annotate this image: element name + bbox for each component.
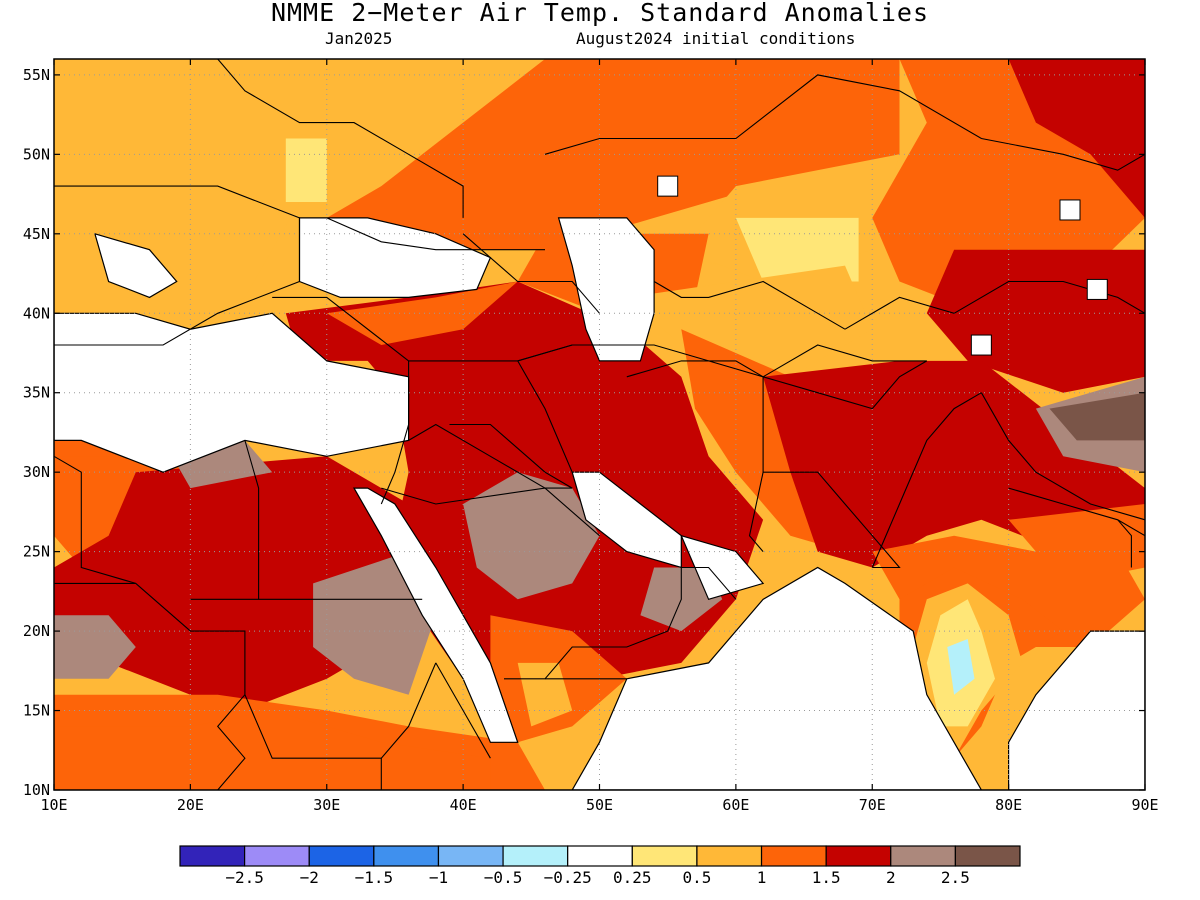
lat-tick-label: 55N — [23, 66, 50, 84]
lake-1 — [1059, 199, 1081, 221]
anomaly-region-1 — [285, 138, 327, 202]
anomaly-region-23 — [463, 472, 600, 600]
gulf-of-oman — [680, 534, 765, 601]
border-line-1 — [217, 59, 464, 218]
colorbar-swatch — [179, 845, 246, 867]
figure-title: NMME 2−Meter Air Temp. Standard Anomalie… — [270, 0, 930, 27]
colorbar-swatch — [244, 845, 310, 867]
lat-tick-label: 10N — [23, 781, 50, 799]
anomaly-region-12 — [326, 281, 518, 345]
lon-tick-label: 80E — [995, 796, 1022, 814]
border-line-17 — [763, 471, 901, 569]
colorbar-label: −1.5 — [355, 868, 394, 887]
bay-of-bengal — [1007, 630, 1145, 790]
border-line-0 — [54, 185, 301, 346]
adriatic — [94, 232, 178, 299]
target-month-label: Jan2025 — [325, 29, 393, 48]
lon-tick-label: 60E — [722, 796, 749, 814]
border-line-13 — [544, 74, 1145, 171]
lat-tick-label: 20N — [23, 622, 50, 640]
lat-tick-label: 30N — [23, 463, 50, 481]
colorbar-swatch — [437, 845, 504, 867]
lon-tick-label: 40E — [450, 796, 477, 814]
lat-tick-label: 35N — [23, 384, 50, 402]
lake-2 — [657, 175, 679, 197]
border-line-7 — [517, 360, 573, 473]
lon-tick-label: 90E — [1131, 796, 1158, 814]
colorbar-label: 2.5 — [941, 868, 970, 887]
lon-tick-label: 10E — [40, 796, 67, 814]
arabian-sea — [571, 566, 983, 790]
colorbar-swatch — [567, 845, 633, 867]
lon-tick-label: 20E — [177, 796, 204, 814]
lake-0 — [1086, 278, 1108, 300]
border-line-3 — [462, 233, 600, 314]
border-line-12 — [653, 280, 846, 330]
colorbar-label: 0.5 — [682, 868, 711, 887]
colorbar-label: 1.5 — [812, 868, 841, 887]
initial-conditions-label: August2024 initial conditions — [576, 29, 856, 48]
border-line-10 — [517, 344, 764, 378]
border-line-16 — [762, 360, 928, 410]
border-line-15 — [748, 376, 764, 552]
border-line-20 — [1008, 487, 1145, 537]
graticule — [54, 59, 1145, 790]
border-line-32 — [681, 566, 737, 600]
anomaly-region-5 — [735, 217, 859, 282]
colorbar-swatch — [890, 845, 956, 867]
colorbar-swatch — [954, 845, 1021, 867]
border-line-21 — [1117, 519, 1132, 568]
colorbar-label: −0.5 — [484, 868, 523, 887]
anomaly-region-22 — [947, 639, 975, 695]
black-sea — [298, 217, 492, 298]
lake-3 — [970, 334, 992, 356]
colorbar-swatch — [373, 845, 440, 867]
coastlines-and-borders — [54, 59, 1145, 790]
lat-tick-label: 25N — [23, 543, 50, 561]
lat-tick-label: 40N — [23, 304, 50, 322]
lat-tick-label: 15N — [23, 702, 50, 720]
lat-tick-label: 45N — [23, 225, 50, 243]
colorbar-swatch — [825, 845, 892, 867]
colorbar-swatch — [631, 845, 698, 867]
lat-tick-label: 50N — [23, 145, 50, 163]
anomaly-region-9 — [1008, 59, 1145, 218]
border-line-14 — [844, 280, 1145, 330]
colorbar-swatch — [308, 845, 375, 867]
colorbar-label: 2 — [886, 868, 896, 887]
colorbar-swatch — [502, 845, 569, 867]
colorbar-swatch — [760, 845, 827, 867]
border-line-5 — [380, 360, 410, 505]
colorbar-label: 0.25 — [613, 868, 652, 887]
lon-tick-label: 50E — [586, 796, 613, 814]
anomaly-region-28 — [313, 551, 436, 695]
border-line-18 — [871, 392, 982, 568]
colorbar-label: −0.25 — [544, 868, 592, 887]
border-line-9 — [381, 487, 600, 537]
map-axes: 10E 20E 30E 40E 50E 60E 70E 80E 90E 10N 15N 20N 25N 3… — [23, 59, 1159, 814]
colorbar-label: 1 — [757, 868, 767, 887]
colorbar-swatch — [696, 845, 763, 867]
border-line-6 — [449, 423, 573, 489]
border-line-19 — [980, 392, 1145, 521]
colorbar-label: −2 — [300, 868, 319, 887]
lon-tick-label: 30E — [313, 796, 340, 814]
border-line-23 — [190, 440, 260, 600]
colorbar-label: −1 — [429, 868, 448, 887]
anomaly-region-17 — [1049, 392, 1145, 441]
border-line-29 — [435, 662, 491, 759]
colorbar: −2.5 −2 −1.5 −1 −0.5 −0.25 0.25 0.5 1 1.5 2 2.5 — [179, 845, 1021, 887]
lon-tick-label: 70E — [859, 796, 886, 814]
anomaly-region-3 — [326, 59, 900, 250]
border-line-22 — [54, 455, 136, 584]
border-line-2 — [326, 217, 545, 251]
border-line-8 — [408, 423, 573, 489]
colorbar-label: −2.5 — [225, 868, 264, 887]
